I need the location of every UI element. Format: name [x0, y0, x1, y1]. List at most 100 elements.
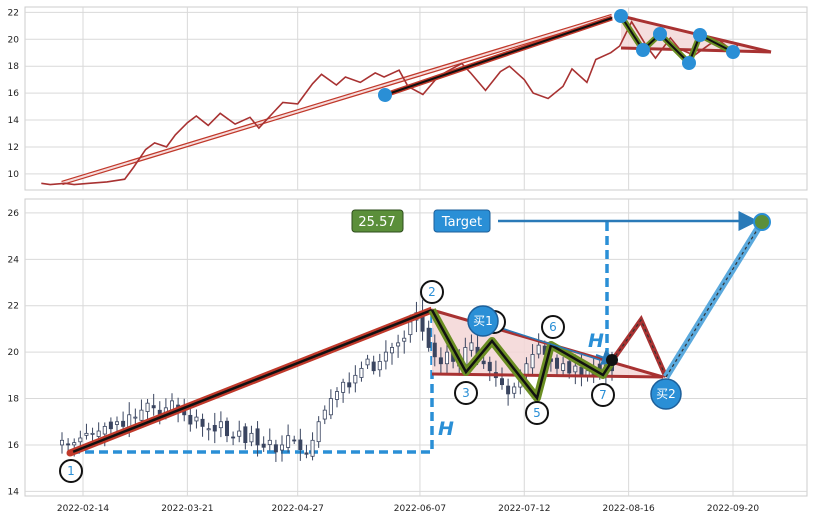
- candle-body: [524, 363, 529, 376]
- candle-body: [121, 420, 126, 427]
- candle-body: [194, 416, 199, 422]
- candle-body: [72, 442, 77, 446]
- wave-point-7-text: 7: [599, 388, 607, 402]
- main-trend-core: [69, 308, 433, 455]
- y-tick-label: 16: [8, 441, 20, 451]
- candle-body: [469, 342, 474, 351]
- candle-body: [66, 443, 71, 446]
- candle-body: [499, 378, 504, 386]
- candle-body: [555, 357, 560, 369]
- y-tick-label: 24: [8, 255, 20, 265]
- x-tick-label: 2022-06-07: [394, 504, 446, 514]
- candle-body: [310, 439, 315, 457]
- candle-body: [328, 398, 333, 416]
- candle-body: [78, 437, 83, 443]
- wave-point-1: 1: [59, 459, 83, 483]
- candle-body: [432, 342, 437, 358]
- candle-body: [341, 381, 346, 393]
- candle-body: [286, 435, 291, 448]
- top-pattern-dot: [378, 88, 392, 102]
- candle-body: [200, 418, 205, 427]
- y-tick-label: 14: [8, 116, 20, 126]
- candle-body: [108, 421, 113, 430]
- candle-body: [267, 439, 272, 445]
- wave-point-6-text: 6: [549, 320, 557, 334]
- candle-body: [133, 416, 138, 419]
- height-label-left: H: [438, 418, 454, 440]
- buy-point-2-text: 买2: [656, 387, 676, 401]
- wave-point-2: 2: [420, 280, 444, 304]
- candle-body: [371, 361, 376, 372]
- candle-body: [231, 436, 236, 439]
- y-tick-label: 12: [8, 143, 19, 153]
- candle-body: [237, 430, 242, 437]
- candle-body: [347, 382, 352, 388]
- candle-body: [353, 374, 358, 384]
- candle-body: [359, 367, 364, 378]
- candle-body: [444, 351, 449, 365]
- candle-body: [218, 421, 223, 429]
- candle-body: [188, 414, 193, 425]
- top-pattern-dot: [682, 56, 696, 70]
- candle-body: [206, 428, 211, 431]
- top-panel-content: [41, 9, 772, 186]
- candle-body: [579, 366, 584, 376]
- target-dot: [753, 213, 771, 231]
- top-pattern-dot: [653, 27, 667, 41]
- candle-body: [487, 361, 492, 372]
- wave-point-2-text: 2: [428, 285, 436, 299]
- top-pattern-dot: [636, 43, 650, 57]
- candle-body: [536, 344, 541, 355]
- y-tick-label: 20: [8, 348, 20, 358]
- candle-body: [365, 358, 370, 366]
- x-axis-ticks: 2022-02-14 2022-03-21 2022-04-27 2022-06-07…: [57, 504, 760, 514]
- target-box-text: Target: [441, 215, 482, 230]
- y-tick-label: 18: [8, 395, 20, 405]
- wave-zigzag-inner: [430, 309, 614, 401]
- candlestick-series: [60, 299, 615, 462]
- top-panel-grid: [25, 7, 807, 190]
- candle-body: [292, 439, 297, 442]
- candle-body: [322, 409, 327, 420]
- price-box-text: 25.57: [358, 215, 395, 230]
- candle-body: [212, 424, 217, 432]
- y-tick-label: 18: [8, 62, 20, 72]
- target-box: Target: [433, 209, 491, 233]
- x-tick-label: 2022-07-12: [498, 504, 550, 514]
- candle-body: [377, 361, 382, 371]
- y-tick-label: 22: [8, 8, 19, 18]
- y-tick-label: 14: [8, 487, 20, 497]
- candle-body: [567, 361, 572, 374]
- x-tick-label: 2022-03-21: [161, 504, 213, 514]
- buy-point-1: 买1: [467, 305, 499, 337]
- candle-body: [304, 452, 309, 455]
- candle-body: [261, 443, 266, 448]
- start-marker: [66, 449, 74, 457]
- bottom-panel-frame: [24, 198, 808, 497]
- candle-body: [389, 347, 394, 354]
- y-tick-label: 22: [8, 302, 19, 312]
- candle-body: [402, 337, 407, 342]
- candle-body: [102, 425, 107, 435]
- candle-body: [530, 354, 535, 369]
- candle-body: [224, 420, 229, 437]
- candle-body: [334, 391, 339, 400]
- wave-point-5-text: 5: [533, 406, 541, 420]
- candle-body: [139, 409, 144, 421]
- top-pattern-dot: [614, 9, 628, 23]
- top-pattern-dot: [693, 28, 707, 42]
- top-trend-arrow-inner: [61, 15, 613, 184]
- bottom-panel-y-ticks: 14 16 18 20 22 24 26: [8, 209, 20, 497]
- wedge-lower-line: [431, 372, 664, 379]
- projected-path-blue-core: [665, 221, 763, 378]
- x-tick-label: 2022-09-20: [707, 504, 760, 514]
- wave-point-3-text: 3: [462, 386, 470, 400]
- candle-body: [90, 432, 95, 435]
- candle-body: [298, 439, 303, 450]
- candle-body: [481, 360, 486, 365]
- candle-body: [383, 351, 388, 362]
- candle-body: [273, 444, 278, 453]
- x-tick-label: 2022-04-27: [272, 504, 324, 514]
- wave-point-1-text: 1: [67, 464, 75, 478]
- y-tick-label: 26: [8, 209, 20, 219]
